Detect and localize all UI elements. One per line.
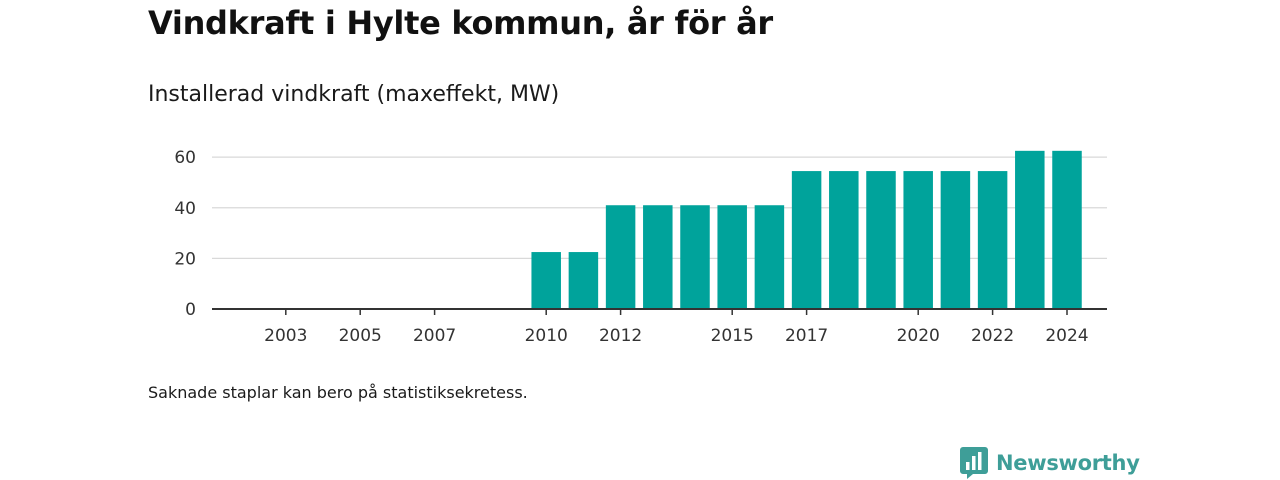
y-tick-label-20: 20 [174, 249, 196, 269]
bar-2012 [605, 205, 636, 309]
bar-2013 [643, 205, 673, 309]
chart-subtitle: Installerad vindkraft (maxeffekt, MW) [148, 82, 560, 107]
x-tick-label-2005: 2005 [339, 326, 382, 346]
bar-2014 [680, 205, 710, 309]
x-tick-label-2017: 2017 [785, 326, 828, 346]
newsworthy-logo-icon [960, 447, 988, 479]
x-tick-label-2022: 2022 [971, 326, 1014, 346]
bar-2011 [568, 252, 599, 309]
x-tick-label-2024: 2024 [1045, 326, 1088, 346]
x-tick-label-2003: 2003 [264, 326, 307, 346]
y-tick-label-0: 0 [185, 300, 196, 320]
bar-2024 [1052, 150, 1082, 309]
bar-2020 [903, 171, 933, 309]
bar-2021 [940, 171, 971, 309]
bar-2019 [866, 171, 896, 309]
y-tick-label-40: 40 [174, 199, 196, 219]
bar-2023 [1015, 150, 1045, 309]
bar-2018 [829, 171, 859, 309]
chart-title: Vindkraft i Hylte kommun, år för år [148, 4, 773, 42]
bar-2015 [717, 205, 747, 309]
y-tick-label-60: 60 [174, 148, 196, 168]
y-axis-ticks: 0 20 40 60 [174, 148, 196, 320]
bar-2022 [977, 171, 1008, 309]
x-tick-label-2007: 2007 [413, 326, 456, 346]
brand-name: Newsworthy [996, 451, 1140, 475]
x-tick-label-2010: 2010 [525, 326, 568, 346]
bar-2016 [754, 205, 785, 309]
footnote: Saknade staplar kan bero på statistiksek… [148, 383, 528, 402]
bar-2017 [791, 171, 822, 309]
x-tick-label-2020: 2020 [897, 326, 940, 346]
newsworthy-brand[interactable]: Newsworthy [960, 446, 1140, 480]
x-tick-label-2015: 2015 [711, 326, 754, 346]
x-axis-ticks: 2003 2005 2007 2010 2012 2015 2017 2020 2022 2024 [264, 309, 1089, 346]
x-tick-label-2012: 2012 [599, 326, 642, 346]
bars [531, 150, 1082, 309]
bar-2010 [531, 252, 561, 309]
